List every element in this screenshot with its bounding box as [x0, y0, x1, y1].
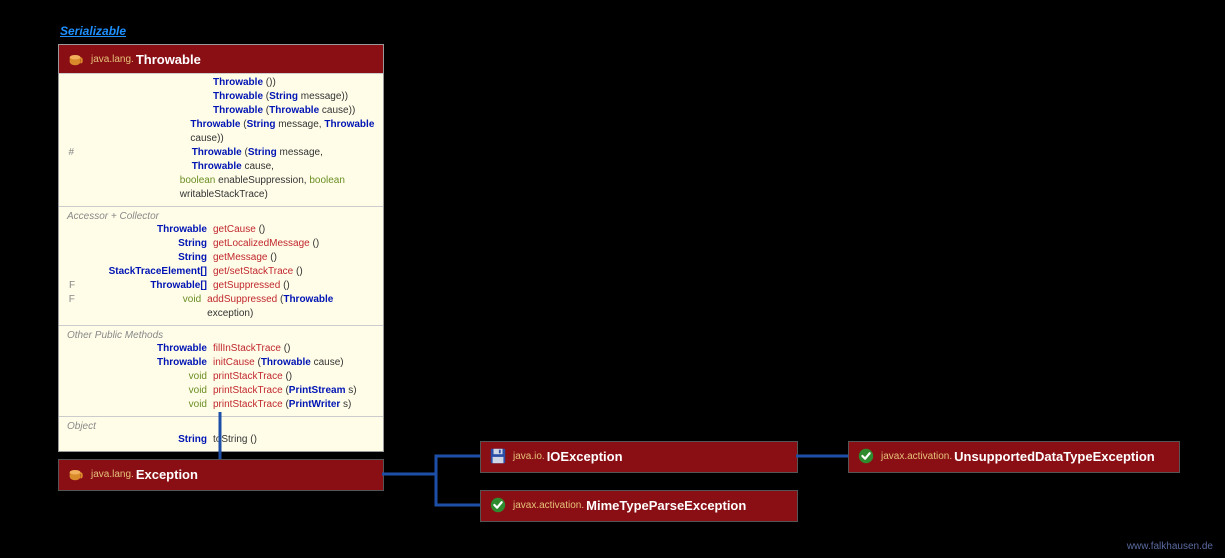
method-row: voidprintStackTrace (): [67, 370, 375, 384]
check-icon: [489, 496, 507, 514]
class-mimetypeparseexception: javax.activation.MimeTypeParseException: [480, 490, 798, 522]
constructor-row: Throwable ()): [67, 76, 375, 90]
method-row: FThrowable[]getSuppressed (): [67, 279, 375, 293]
interface-serializable: Serializable: [60, 24, 126, 38]
method-row: ThrowablegetCause (): [67, 223, 375, 237]
class-throwable: java.lang. Throwable Throwable ())Throwa…: [58, 44, 384, 452]
cup-icon: [67, 50, 85, 68]
class-name: Throwable: [136, 52, 201, 67]
method-section: Other Public MethodsThrowablefillInStack…: [59, 325, 383, 416]
class-unsupporteddatatypeexception: javax.activation.UnsupportedDataTypeExce…: [848, 441, 1180, 473]
class-header-throwable: java.lang. Throwable: [59, 45, 383, 73]
disk-icon: [489, 447, 507, 465]
pkg-label: java.lang.: [91, 54, 134, 65]
constructor-row: Throwable (Throwable cause)): [67, 104, 375, 118]
constructors-section: Throwable ())Throwable (String message))…: [59, 73, 383, 206]
class-ioexception: java.io.IOException: [480, 441, 798, 473]
constructor-row: Throwable (String message, Throwable cau…: [67, 118, 375, 146]
watermark: www.falkhausen.de: [1127, 541, 1213, 552]
constructor-row: Throwable (String message)): [67, 90, 375, 104]
method-section: ObjectStringtoString (): [59, 416, 383, 451]
class-exception: java.lang.Exception: [58, 459, 384, 491]
constructor-row: #Throwable (String message, Throwable ca…: [67, 146, 375, 174]
method-row: StringtoString (): [67, 433, 375, 447]
cup-icon: [67, 465, 85, 483]
method-section: Accessor + CollectorThrowablegetCause ()…: [59, 206, 383, 325]
method-row: voidprintStackTrace (PrintWriter s): [67, 398, 375, 412]
method-row: ThrowableinitCause (Throwable cause): [67, 356, 375, 370]
method-row: voidprintStackTrace (PrintStream s): [67, 384, 375, 398]
method-row: StringgetMessage (): [67, 251, 375, 265]
method-row: StackTraceElement[]get/setStackTrace (): [67, 265, 375, 279]
method-row: ThrowablefillInStackTrace (): [67, 342, 375, 356]
method-row: FvoidaddSuppressed (Throwable exception): [67, 293, 375, 321]
check-icon: [857, 447, 875, 465]
method-row: StringgetLocalizedMessage (): [67, 237, 375, 251]
